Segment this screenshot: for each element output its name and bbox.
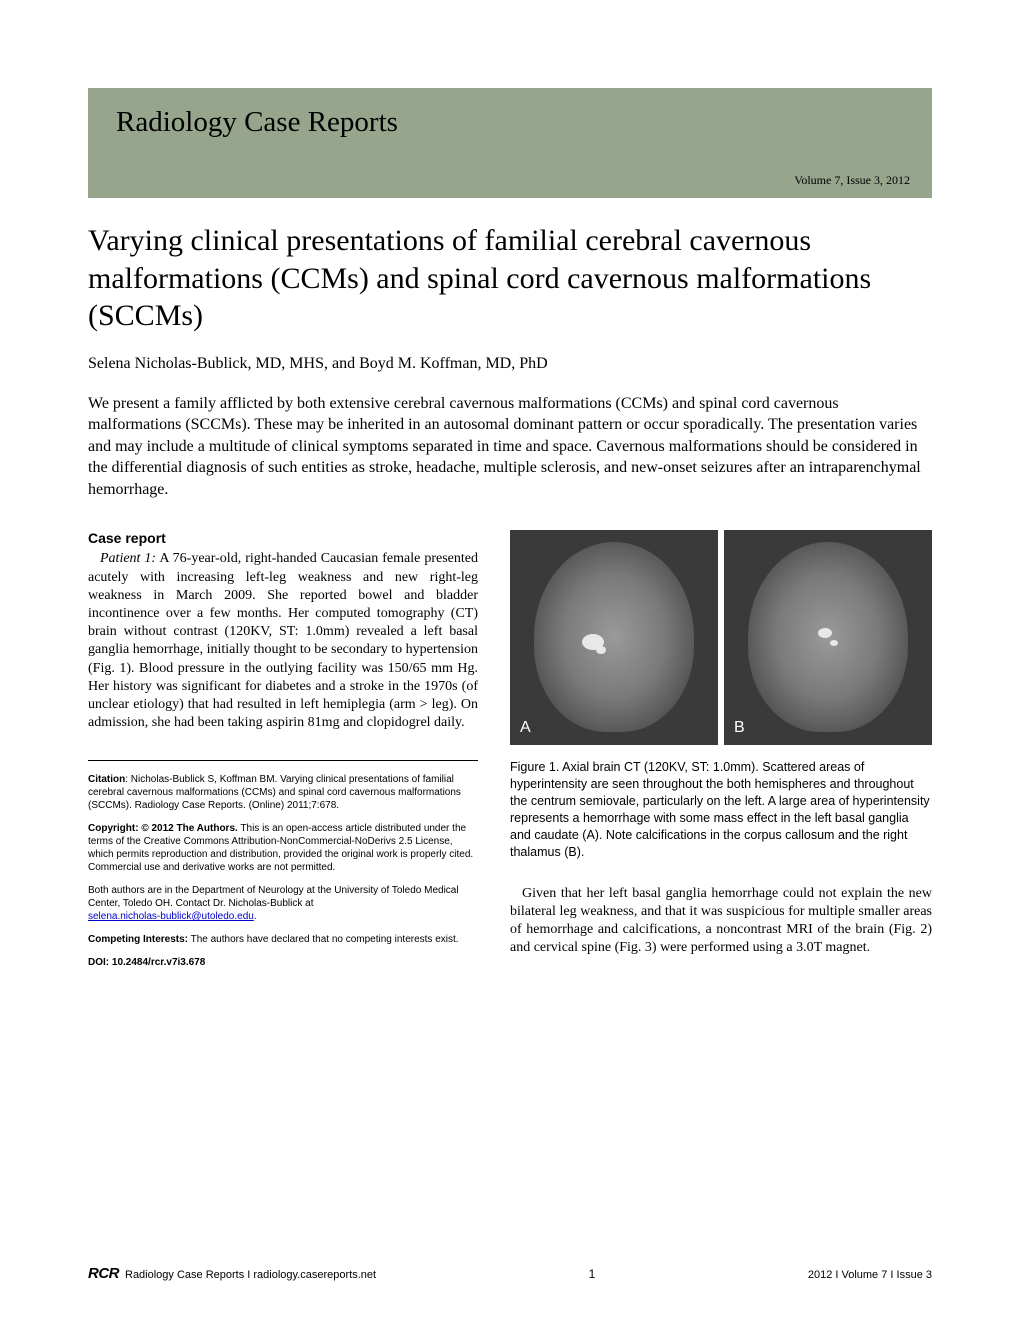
- competing-text: The authors have declared that no compet…: [188, 934, 459, 945]
- citation-meta-block: Citation: Nicholas-Bublick S, Koffman BM…: [88, 773, 478, 969]
- brain-shape-a: [534, 542, 694, 732]
- page-footer: RCR Radiology Case Reports I radiology.c…: [88, 1265, 932, 1282]
- doi-line: DOI: 10.2484/rcr.v7i3.678: [88, 956, 478, 969]
- copyright-label: Copyright: © 2012 The Authors.: [88, 823, 238, 834]
- figure-1-images: A B: [510, 530, 932, 745]
- ct-image-panel-a: A: [510, 530, 718, 745]
- ct-image-panel-b: B: [724, 530, 932, 745]
- footer-journal-url: Radiology Case Reports I radiology.caser…: [125, 1269, 376, 1281]
- article-title: Varying clinical presentations of famili…: [88, 222, 932, 335]
- patient-label: Patient 1:: [100, 551, 156, 566]
- meta-divider: [88, 760, 478, 761]
- panel-a-label: A: [520, 719, 531, 737]
- figure-1-caption: Figure 1. Axial brain CT (120KV, ST: 1.0…: [510, 759, 932, 860]
- competing-interests-line: Competing Interests: The authors have de…: [88, 933, 478, 946]
- journal-header-bar: Radiology Case Reports Volume 7, Issue 3…: [88, 88, 932, 198]
- right-column: A B Figure 1. Axial brain CT (120KV, ST:…: [510, 530, 932, 979]
- doi-label: DOI: 10.2484/rcr.v7i3.678: [88, 957, 205, 968]
- calcification-spot-b1: [818, 628, 832, 638]
- affiliation-text: Both authors are in the Department of Ne…: [88, 885, 459, 909]
- left-column: Case report Patient 1: A 76-year-old, ri…: [88, 530, 478, 979]
- author-email-link[interactable]: selena.nicholas-bublick@utoledo.edu: [88, 911, 254, 922]
- footer-left: RCR Radiology Case Reports I radiology.c…: [88, 1265, 376, 1282]
- two-column-body: Case report Patient 1: A 76-year-old, ri…: [88, 530, 932, 979]
- competing-label: Competing Interests:: [88, 934, 188, 945]
- citation-label: Citation: [88, 774, 125, 785]
- brain-shape-b: [748, 542, 908, 732]
- case-report-heading: Case report: [88, 530, 478, 546]
- issue-info: Volume 7, Issue 3, 2012: [794, 173, 910, 188]
- hemorrhage-spot-a2: [596, 646, 606, 654]
- case-report-body: Patient 1: A 76-year-old, right-handed C…: [88, 550, 478, 732]
- affiliation-line: Both authors are in the Department of Ne…: [88, 884, 478, 923]
- citation-line: Citation: Nicholas-Bublick S, Koffman BM…: [88, 773, 478, 812]
- continuation-paragraph: Given that her left basal ganglia hemorr…: [510, 885, 932, 958]
- journal-title: Radiology Case Reports: [116, 106, 904, 139]
- abstract-text: We present a family afflicted by both ex…: [88, 393, 932, 501]
- authors-line: Selena Nicholas-Bublick, MD, MHS, and Bo…: [88, 355, 932, 373]
- copyright-line: Copyright: © 2012 The Authors. This is a…: [88, 822, 478, 874]
- footer-page-number: 1: [589, 1267, 596, 1281]
- citation-text: : Nicholas-Bublick S, Koffman BM. Varyin…: [88, 774, 461, 811]
- case-report-text: A 76-year-old, right-handed Caucasian fe…: [88, 551, 478, 730]
- footer-logo: RCR: [88, 1265, 119, 1282]
- calcification-spot-b2: [830, 640, 838, 646]
- figure-1: A B Figure 1. Axial brain CT (120KV, ST:…: [510, 530, 932, 860]
- footer-issue-short: 2012 I Volume 7 I Issue 3: [808, 1269, 932, 1281]
- panel-b-label: B: [734, 719, 745, 737]
